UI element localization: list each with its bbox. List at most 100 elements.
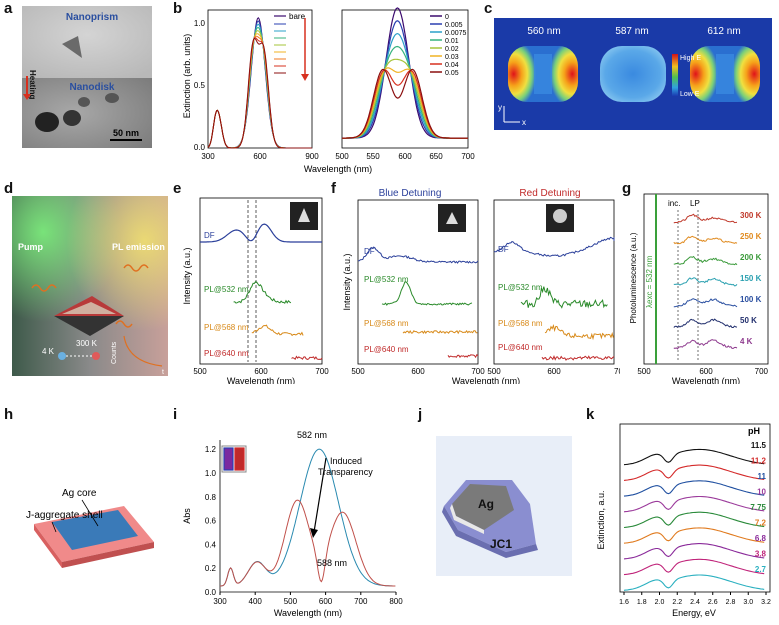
colorbar xyxy=(672,54,678,96)
ag-core-label: Ag core xyxy=(62,488,97,499)
b-right-legend-label: 0.01 xyxy=(445,38,459,45)
e-pl640-trace xyxy=(292,357,323,360)
nanodisk-particle xyxy=(35,112,59,132)
b-right-xtick: 500 xyxy=(335,152,349,161)
panel-h: Ag core J-aggregate shell xyxy=(22,430,172,580)
svg-text:x: x xyxy=(522,118,526,127)
i-xlabel: Wavelength (nm) xyxy=(274,608,342,618)
k-ph-label: 11.5 xyxy=(751,441,767,450)
panel-label-i: i xyxy=(173,406,177,423)
f-title-red: Red Detuning xyxy=(519,188,580,199)
g-exc-label: λexc = 532 nm xyxy=(645,255,654,308)
f-trace-label: PL@640 nm xyxy=(498,343,543,352)
c-label-612: 612 nm xyxy=(707,26,740,37)
i-ylabel: Abs xyxy=(182,508,192,524)
chart-e: Intensity (a.u.) 500 600 700 Wavelength … xyxy=(180,190,330,384)
i-xtick: 500 xyxy=(284,597,298,606)
k-ph-label: 7.75 xyxy=(750,503,766,512)
panel-g: Photoluminescence (a.u.) λexc = 532 nm 5… xyxy=(628,188,776,384)
g-temp-label: 50 K xyxy=(740,316,757,325)
f-left-df xyxy=(358,247,478,263)
k-ph-trace xyxy=(624,497,764,512)
k-ph-trace xyxy=(624,528,764,543)
i-xtick: 700 xyxy=(354,597,368,606)
b-right-series xyxy=(342,69,468,138)
c-label-587: 587 nm xyxy=(615,26,648,37)
panel-b: Extinction (arb. units) Wavelength (nm) … xyxy=(180,4,480,176)
i-ytick: 1.0 xyxy=(205,469,217,478)
thermometer-cold-icon xyxy=(58,352,66,360)
f-xtick: 500 xyxy=(487,367,501,376)
k-xtick: 3.2 xyxy=(761,599,771,606)
i-ytick: 0.4 xyxy=(205,540,217,549)
g-trace xyxy=(674,257,737,265)
b-right-xtick: 650 xyxy=(429,152,443,161)
i-induced-label: Induced xyxy=(330,456,362,466)
i-xtick: 600 xyxy=(319,597,333,606)
f-right-pl568 xyxy=(545,326,613,339)
i-dip-label: 588 nm xyxy=(317,558,347,568)
f-trace-label: PL@568 nm xyxy=(498,319,543,328)
k-xtick: 1.6 xyxy=(619,599,629,606)
f-trace-label: DF xyxy=(364,247,375,256)
i-ytick: 0.0 xyxy=(205,588,217,597)
tem-image: Nanoprism Nanodisk Heating 50 nm xyxy=(22,6,152,148)
g-trace xyxy=(674,278,737,286)
k-xtick: 2.2 xyxy=(672,599,682,606)
f-trace-label: PL@532 nm xyxy=(364,275,409,284)
svg-text:t: t xyxy=(162,369,164,376)
b-left-series xyxy=(208,34,312,148)
b-legend-bare: bare xyxy=(289,12,306,21)
field-map-587 xyxy=(600,46,666,102)
k-ph-trace xyxy=(624,544,764,559)
b-right-legend-label: 0.04 xyxy=(445,62,459,69)
field-maps: 560 nm 587 nm 612 nm High E Low E y x xyxy=(494,18,772,130)
temp-4k: 4 K xyxy=(42,347,55,356)
b-right-series xyxy=(342,68,468,138)
pl-emission-label: PL emission xyxy=(112,242,165,252)
g-temp-label: 250 K xyxy=(740,232,762,241)
b-right-legend-label: 0.05 xyxy=(445,70,459,77)
b-left-legend: bare xyxy=(274,12,309,81)
k-ph-trace xyxy=(624,512,764,527)
b-left-series xyxy=(208,38,312,148)
colorbar-low: Low E xyxy=(680,91,700,98)
panel-e: Intensity (a.u.) 500 600 700 Wavelength … xyxy=(180,190,330,384)
panel-f: Blue Detuning Red Detuning Intensity (a.… xyxy=(340,186,620,384)
b-right-xtick: 600 xyxy=(398,152,412,161)
b-right-legend-label: 0 xyxy=(445,14,449,21)
g-temp-label: 100 K xyxy=(740,295,762,304)
counts-label: Counts xyxy=(111,341,118,364)
b-left-series xyxy=(208,38,312,148)
e-xtick: 600 xyxy=(254,367,268,376)
panel-j: Ag JC1 xyxy=(426,430,576,580)
panel-i: Abs 300 400 500 600 700 800 0.0 0.2 0.4 0.6 0.8 1.0… xyxy=(180,420,410,620)
k-ph-label: 6.8 xyxy=(755,534,767,543)
b-left-series xyxy=(208,21,312,148)
b-right-legend-label: 0.02 xyxy=(445,46,459,53)
nanoprism-label: Nanoprism xyxy=(66,12,118,23)
e-trace-label: PL@640 nm xyxy=(204,349,249,358)
i-xtick: 800 xyxy=(389,597,403,606)
b-left-series xyxy=(208,36,312,148)
i-xtick: 300 xyxy=(213,597,227,606)
f-xtick: 600 xyxy=(547,367,561,376)
k-xtick: 2.6 xyxy=(708,599,718,606)
b-right-xtick: 700 xyxy=(461,152,475,161)
k-xlabel: Energy, eV xyxy=(672,608,716,618)
panel-label-h: h xyxy=(4,406,13,423)
b-left-series xyxy=(208,24,312,148)
f-title-blue: Blue Detuning xyxy=(379,188,442,199)
chart-b: Extinction (arb. units) Wavelength (nm) … xyxy=(180,4,480,176)
setup-illustration: Pump PL emission 300 K 4 K Counts t xyxy=(12,196,168,376)
g-xlabel: Wavelength (nm) xyxy=(672,376,740,384)
b-left-series xyxy=(208,18,312,148)
panel-label-c: c xyxy=(484,0,492,17)
e-xtick: 500 xyxy=(193,367,207,376)
c-label-560: 560 nm xyxy=(527,26,560,37)
b-right-series xyxy=(342,70,468,138)
f-trace-label: PL@532 nm xyxy=(498,283,543,292)
k-ph-trace xyxy=(624,559,764,574)
panel-label-a: a xyxy=(4,0,12,17)
